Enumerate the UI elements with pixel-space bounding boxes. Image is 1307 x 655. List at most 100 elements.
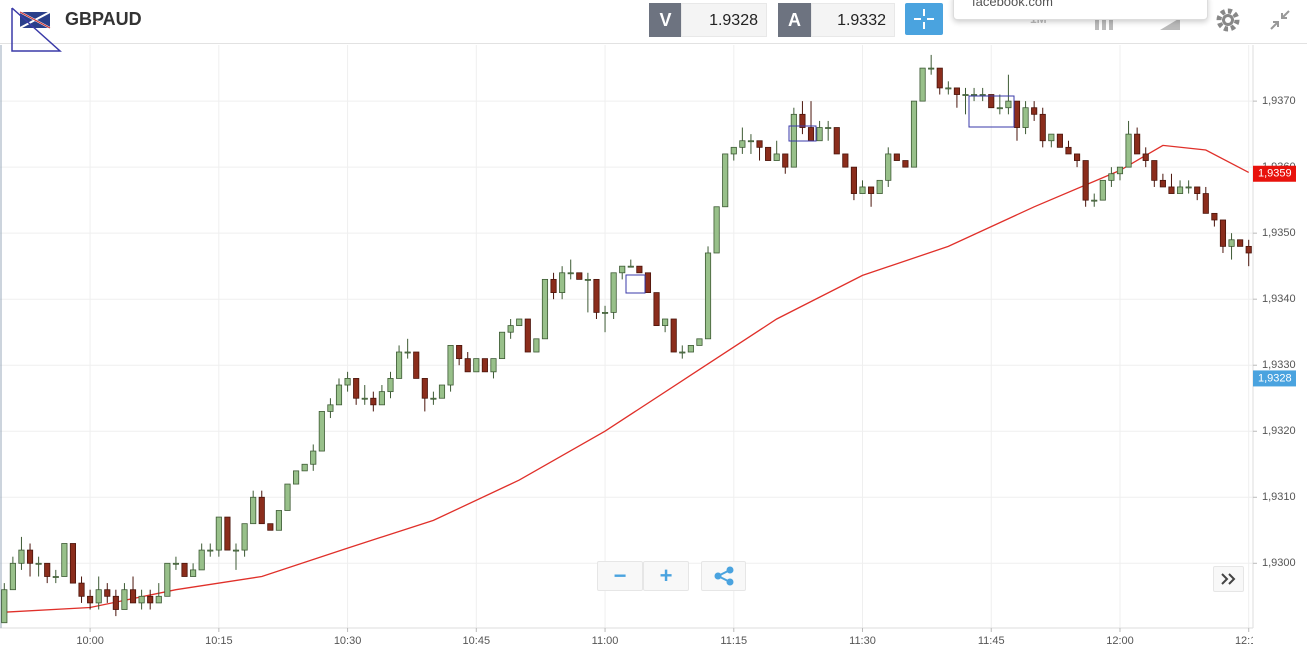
candle-body	[885, 153, 892, 181]
sell-price[interactable]: 1.9328	[681, 3, 767, 37]
candle-body	[893, 153, 900, 161]
candle-body	[413, 351, 420, 379]
crosshair-button[interactable]	[905, 3, 943, 35]
scroll-right[interactable]	[1213, 566, 1244, 592]
candle-body	[464, 358, 471, 373]
candle-body	[490, 358, 497, 373]
x-labels: 10:00 10:15 10:30 10:45 11:00 11:15 11:30 11:45…	[76, 628, 1263, 647]
candle-body	[541, 278, 549, 340]
price-marker-label: 1,9328	[1258, 372, 1292, 384]
candle-body	[687, 345, 694, 353]
candle-body	[421, 378, 428, 399]
candle-body	[138, 595, 145, 604]
grid	[0, 45, 1253, 628]
candle-body	[1013, 100, 1021, 128]
candle-body	[1, 589, 8, 624]
y-labels: 1,93001,93101,93201,93301,93401,93501,93…	[1253, 95, 1296, 569]
candle-body	[704, 252, 712, 340]
y-tick-label: 1,9340	[1262, 293, 1296, 305]
candle-body	[842, 153, 849, 168]
candle-body	[447, 345, 454, 386]
x-tick-label: 12:00	[1106, 635, 1134, 647]
candle-body	[1125, 133, 1132, 168]
candle-body	[361, 397, 368, 400]
x-tick-label: 12:15	[1235, 635, 1263, 647]
candle-body	[164, 562, 171, 597]
candle-body	[335, 384, 343, 406]
candle-body	[627, 265, 634, 268]
x-tick-label: 10:15	[205, 635, 233, 647]
candle-body	[69, 543, 77, 584]
share[interactable]	[701, 561, 746, 591]
buy-price[interactable]: 1.9332	[811, 3, 895, 37]
candle-body	[456, 345, 463, 360]
candle-body	[215, 516, 222, 551]
collapse-icon[interactable]	[1266, 6, 1294, 34]
ma-layer	[4, 144, 1250, 613]
candle-body	[1237, 239, 1244, 247]
candle-body	[988, 94, 995, 109]
candle-body	[559, 272, 566, 293]
candle-body	[147, 595, 154, 604]
candle-body	[95, 589, 102, 604]
candle-body	[155, 595, 162, 604]
candle-body	[756, 140, 763, 148]
candle-body	[1039, 113, 1046, 142]
symbol: GBPAUD	[65, 9, 142, 29]
candle-body	[26, 549, 34, 564]
candle-body	[18, 549, 25, 564]
candle-body	[318, 411, 325, 452]
candle-body	[524, 318, 531, 353]
zoom-in[interactable]: +	[643, 561, 689, 591]
toolbar-icons	[1095, 16, 1180, 30]
candle-body	[593, 278, 600, 313]
candle-body	[833, 127, 840, 155]
candle-body	[198, 549, 205, 571]
candle-body	[962, 94, 969, 96]
x-tick-label: 10:30	[334, 635, 362, 647]
candle-body	[1091, 199, 1098, 202]
candle-body	[438, 384, 446, 399]
candle-body	[807, 127, 815, 142]
candle-body	[378, 391, 385, 406]
y-tick-label: 1,9300	[1262, 557, 1296, 569]
candle-body	[327, 404, 334, 412]
candle-body	[662, 318, 669, 327]
candle-body	[473, 358, 480, 373]
zoom-out[interactable]: −	[597, 561, 643, 591]
candle-body	[293, 470, 300, 485]
candle-body	[1065, 146, 1072, 155]
candle-body	[207, 549, 214, 552]
annotation-box[interactable]	[625, 274, 646, 294]
candle-body	[1185, 186, 1192, 189]
candle-body	[310, 450, 317, 465]
price-marker	[1253, 370, 1296, 387]
candle-body	[1159, 179, 1166, 188]
annotation-box[interactable]	[788, 125, 817, 142]
candle-body	[971, 94, 978, 96]
candle-body	[121, 589, 128, 610]
price-marker-label: 1,9359	[1258, 168, 1292, 180]
candle-body	[1194, 186, 1201, 194]
candle-body	[902, 160, 909, 168]
candle-body	[172, 562, 179, 565]
buy-label[interactable]: A	[778, 3, 811, 37]
candle-body	[825, 127, 832, 129]
y-tick-label: 1,9330	[1262, 359, 1296, 371]
settings-icon[interactable]	[1213, 5, 1243, 35]
candle-body	[181, 562, 188, 577]
candle-body	[584, 278, 591, 281]
candle-body	[550, 278, 557, 293]
candle-body	[979, 94, 986, 96]
sell-label[interactable]: V	[649, 3, 682, 37]
candle-body	[481, 358, 488, 373]
price-marker	[1253, 165, 1296, 182]
candle-body	[859, 186, 866, 194]
candle-body	[773, 153, 780, 161]
candle-body	[696, 338, 703, 346]
candle-body	[850, 166, 857, 194]
annotation-box[interactable]	[968, 95, 1015, 128]
candle-body	[730, 146, 737, 155]
popup[interactable]: facebook.com	[953, 0, 1208, 20]
